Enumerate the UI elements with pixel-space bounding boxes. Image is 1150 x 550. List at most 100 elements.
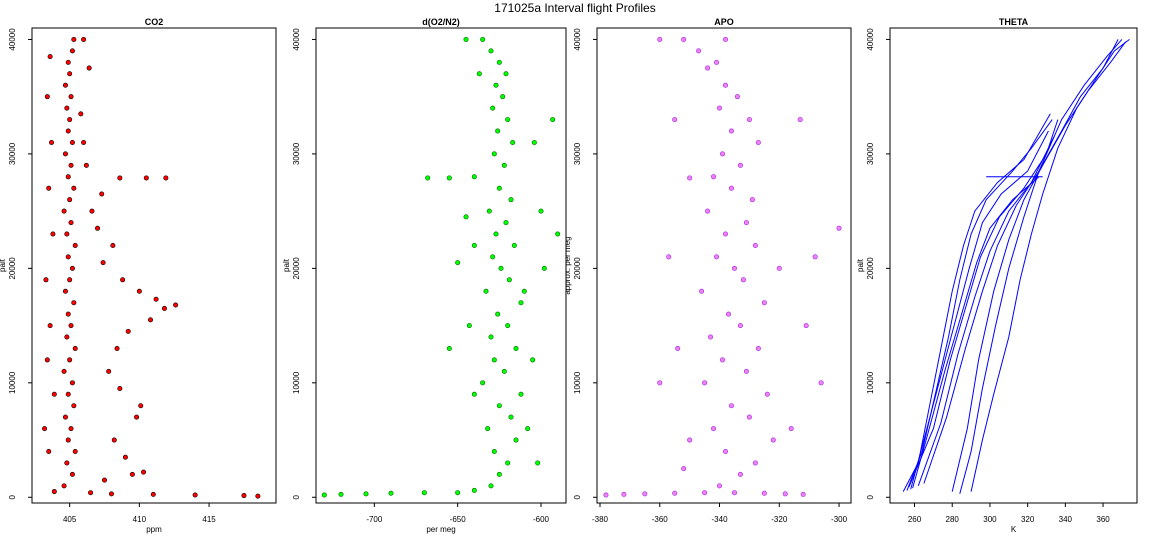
data-point xyxy=(603,492,609,498)
data-point xyxy=(117,386,123,392)
data-marks xyxy=(321,36,561,498)
data-point xyxy=(71,300,77,306)
data-point xyxy=(711,174,717,180)
y-tick-label: 0 xyxy=(8,495,17,500)
data-point xyxy=(67,117,73,123)
x-tick-label: 405 xyxy=(63,515,77,524)
data-point xyxy=(65,174,71,180)
data-point xyxy=(47,54,53,60)
y-axis-label: palt xyxy=(856,258,865,272)
x-tick-label: 300 xyxy=(983,515,997,524)
data-point xyxy=(505,460,511,466)
data-point xyxy=(740,277,746,283)
y-axis-label: approx. per meg xyxy=(563,236,572,294)
data-point xyxy=(731,490,737,496)
data-point xyxy=(62,82,68,88)
data-point xyxy=(705,208,711,214)
data-marks xyxy=(603,36,842,498)
data-point xyxy=(46,185,52,191)
data-point xyxy=(818,380,824,386)
data-point xyxy=(503,71,509,77)
data-point xyxy=(535,460,541,466)
data-point xyxy=(44,357,50,363)
data-point xyxy=(508,197,514,203)
data-point xyxy=(737,323,743,329)
data-point xyxy=(737,471,743,477)
data-point xyxy=(338,491,344,497)
y-tick-label: 20000 xyxy=(573,257,582,280)
x-tick-label: 340 xyxy=(1059,515,1073,524)
data-point xyxy=(471,487,477,493)
y-tick-label: 20000 xyxy=(8,257,17,280)
series-line xyxy=(951,41,1127,492)
data-point xyxy=(672,490,678,496)
data-point xyxy=(100,260,106,266)
y-axis-label: palt xyxy=(0,258,7,272)
x-tick-label: 280 xyxy=(946,515,960,524)
series-line xyxy=(923,39,1123,484)
data-point xyxy=(363,491,369,497)
series-line xyxy=(959,39,1119,494)
x-tick-label: -340 xyxy=(712,515,729,524)
data-point xyxy=(687,175,693,181)
data-point xyxy=(114,345,120,351)
data-point xyxy=(64,460,70,466)
data-point xyxy=(521,288,527,294)
data-point xyxy=(69,471,75,477)
data-point xyxy=(65,391,71,397)
data-point xyxy=(95,225,101,231)
data-point xyxy=(138,403,144,409)
data-point xyxy=(782,491,788,497)
y-tick-label: 40000 xyxy=(292,28,301,51)
data-point xyxy=(69,48,75,54)
data-point xyxy=(150,491,156,497)
data-point xyxy=(513,437,519,443)
data-point xyxy=(720,357,726,363)
data-point xyxy=(134,414,140,420)
data-point xyxy=(488,48,494,54)
data-point xyxy=(49,139,55,145)
data-point xyxy=(702,380,708,386)
data-point xyxy=(550,117,556,123)
data-point xyxy=(493,82,499,88)
data-point xyxy=(141,469,147,475)
x-tick-label: -360 xyxy=(652,515,669,524)
data-point xyxy=(67,71,73,77)
y-tick-label: 40000 xyxy=(573,28,582,51)
data-point xyxy=(737,162,743,168)
y-tick-label: 0 xyxy=(866,495,875,500)
data-point xyxy=(61,368,67,374)
data-point xyxy=(743,220,749,226)
series-line xyxy=(902,113,1051,492)
panel-title: CO2 xyxy=(145,17,164,27)
data-point xyxy=(50,231,56,237)
data-point xyxy=(761,300,767,306)
data-point xyxy=(106,368,112,374)
panel-3: APO -380 -360 -340 -320 -300 0 10000 20000 30000 4… xyxy=(563,17,852,524)
data-point xyxy=(463,36,469,42)
data-point xyxy=(717,483,723,489)
data-point xyxy=(455,490,461,496)
data-point xyxy=(69,380,75,386)
data-point xyxy=(510,139,516,145)
x-tick-label: 360 xyxy=(1096,515,1110,524)
data-point xyxy=(722,231,728,237)
plot-frame xyxy=(596,27,852,504)
data-point xyxy=(503,220,509,226)
data-point xyxy=(511,242,517,248)
data-point xyxy=(68,94,74,100)
data-point xyxy=(125,328,131,334)
data-point xyxy=(722,82,728,88)
data-point xyxy=(71,185,77,191)
data-point xyxy=(68,162,74,168)
data-point xyxy=(163,175,169,181)
x-axis-label: per meg xyxy=(426,525,455,534)
data-point xyxy=(513,345,519,351)
data-point xyxy=(68,323,74,329)
x-tick-label: -650 xyxy=(450,515,467,524)
data-point xyxy=(463,214,469,220)
data-point xyxy=(71,403,77,409)
data-point xyxy=(68,220,74,226)
data-point xyxy=(455,260,461,266)
